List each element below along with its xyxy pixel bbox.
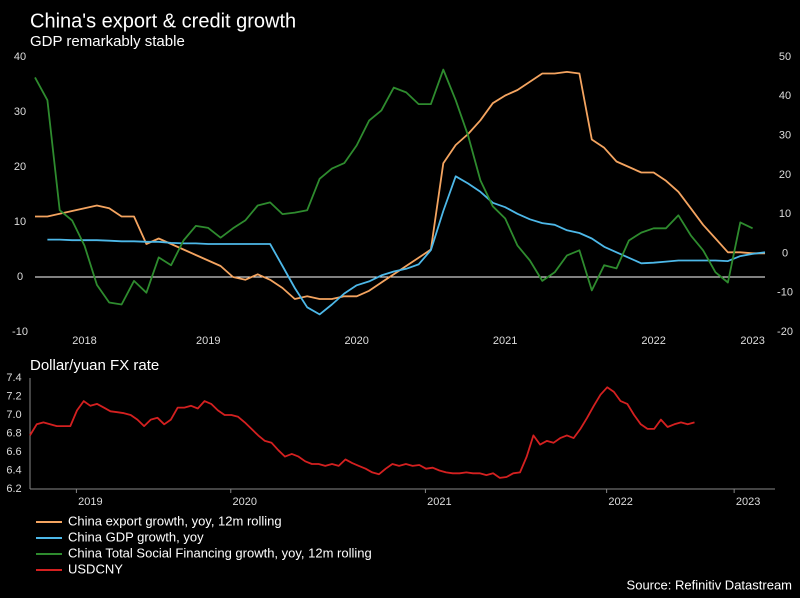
source-note: Source: Refinitiv Datastream [627,577,792,592]
y2-tick-label: 20 [779,169,791,181]
y-tick-label: 7.4 [6,372,21,384]
y2-tick-label: 40 [779,90,791,102]
legend-label: USDCNY [68,561,123,576]
x-tick-label: 2022 [641,335,665,347]
y2-tick-label: 10 [779,208,791,220]
y2-tick-label: 0 [782,247,788,259]
y2-tick-label: -10 [777,287,793,299]
x-tick-label: 2023 [736,496,760,508]
y-tick-label: 6.4 [6,464,21,476]
x-tick-label: 2018 [72,335,96,347]
y-tick-label: 30 [14,106,26,118]
y-tick-label: 10 [14,216,26,228]
series-line [35,71,765,300]
legend-label: China export growth, yoy, 12m rolling [68,513,282,528]
y-tick-label: 6.8 [6,427,21,439]
y-tick-label: 40 [14,51,26,63]
y2-tick-label: 30 [779,129,791,141]
x-tick-label: 2022 [608,496,632,508]
x-tick-label: 2020 [344,335,368,347]
y-tick-label: -10 [12,326,28,338]
x-tick-label: 2019 [78,496,102,508]
x-tick-label: 2023 [740,335,764,347]
series-line [34,68,753,306]
y-tick-label: 7.0 [6,409,21,421]
y-tick-label: 20 [14,161,26,173]
chart-title: China's export & credit growth [30,10,296,32]
series-line [47,175,766,316]
legend-label: China Total Social Financing growth, yoy… [68,545,372,560]
legend-label: China GDP growth, yoy [68,529,204,544]
y-tick-label: 7.2 [6,390,21,402]
chart-subtitle: GDP remarkably stable [30,33,185,50]
series-line [29,386,695,479]
x-tick-label: 2020 [233,496,257,508]
y-tick-label: 6.6 [6,446,21,458]
x-tick-label: 2019 [196,335,220,347]
x-tick-label: 2021 [427,496,451,508]
x-tick-label: 2021 [493,335,517,347]
y-tick-label: 0 [17,271,23,283]
y2-tick-label: 50 [779,51,791,63]
y2-tick-label: -20 [777,326,793,338]
y-tick-label: 6.2 [6,483,21,495]
chart-title: Dollar/yuan FX rate [30,357,159,374]
